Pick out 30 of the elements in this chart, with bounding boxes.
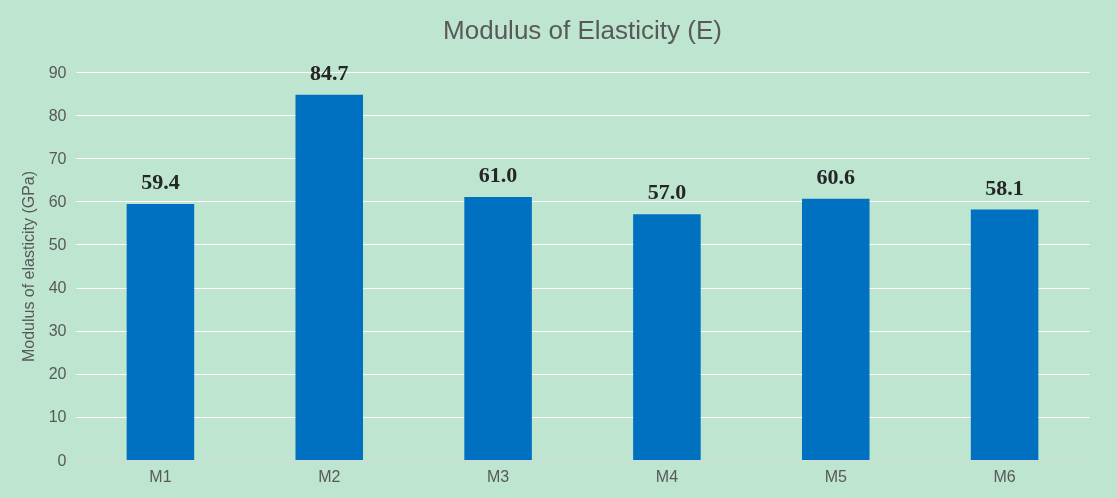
data-label: 59.4 [141,168,180,194]
x-tick-label: M4 [655,467,679,485]
y-axis-title: Modulus of elasticity (GPa) [19,170,37,363]
data-label: 58.1 [985,174,1024,200]
y-tick-label: 20 [48,365,67,383]
data-label: 61.0 [478,162,518,188]
bar [633,214,701,460]
y-tick-label: 40 [48,279,67,297]
y-tick-label: 80 [48,106,67,124]
data-label: 57.0 [647,179,687,205]
bar [801,198,870,460]
bar [464,197,532,460]
x-tick-label: M5 [824,467,847,485]
bar [126,203,195,460]
y-tick-label: 70 [48,149,67,167]
y-tick-label: 90 [48,63,67,81]
x-tick-label: M3 [486,467,510,485]
y-tick-label: 50 [48,235,67,253]
data-label: 84.7 [310,59,349,85]
bar [970,209,1039,460]
data-label: 60.6 [816,163,855,189]
y-tick-label: 0 [57,451,67,469]
bar [295,94,364,460]
x-tick-label: M1 [149,467,172,485]
y-tick-label: 60 [48,192,67,210]
chart-title: Modulus of Elasticity (E) [443,14,722,45]
x-tick-label: M6 [993,467,1016,485]
y-tick-label: 30 [48,322,67,340]
y-tick-label: 10 [48,408,67,426]
x-tick-label: M2 [318,467,341,485]
